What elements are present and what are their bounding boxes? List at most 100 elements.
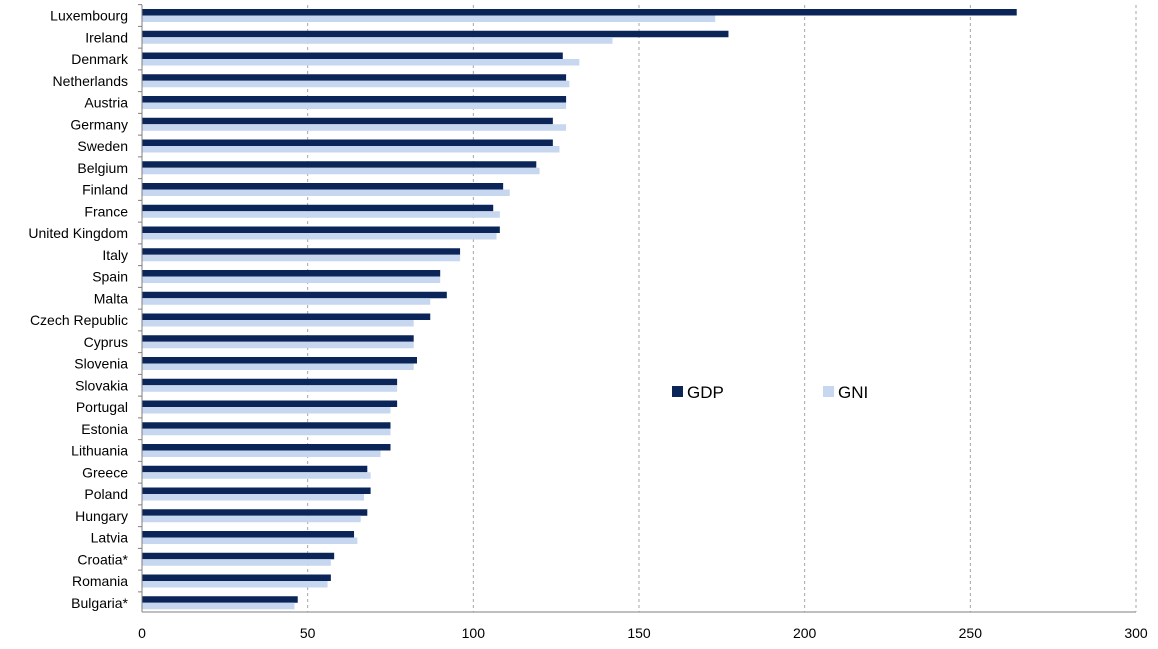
x-tick-labels: 0 50 100 150 200 250 300	[138, 625, 1148, 641]
legend-swatch-gni	[823, 386, 834, 397]
bar-gdp-22	[142, 487, 371, 494]
category-label: Austria	[84, 95, 128, 111]
bar-gdp-10	[142, 226, 500, 233]
category-label: Slovenia	[74, 356, 128, 372]
category-label: Finland	[82, 182, 128, 198]
category-label: Latvia	[91, 530, 129, 546]
bar-gdp-13	[142, 291, 447, 299]
bar-gni-16	[142, 363, 414, 370]
bar-gdp-16	[142, 357, 418, 364]
category-label: Romania	[72, 573, 128, 589]
bar-gdp-21	[142, 465, 368, 473]
category-label: Portugal	[76, 399, 128, 415]
bar-gni-12	[142, 276, 441, 283]
category-label: France	[84, 203, 128, 219]
category-labels: Luxembourg Ireland Denmark Netherlands Austr…	[28, 8, 129, 611]
x-tick-label: 300	[1124, 625, 1148, 641]
category-label: Czech Republic	[30, 312, 128, 328]
bar-gdp-18	[142, 400, 398, 407]
bar-gni-20	[142, 450, 381, 457]
x-tick-label: 200	[793, 625, 817, 641]
category-label: Greece	[82, 464, 128, 480]
bar-gdp-12	[142, 270, 441, 277]
bar-gni-14	[142, 320, 414, 327]
category-label: Malta	[94, 290, 128, 306]
bar-gni-6	[142, 146, 560, 153]
bar-gdp-17	[142, 378, 398, 386]
category-label: United Kingdom	[28, 225, 128, 241]
bar-gdp-0	[142, 9, 1017, 16]
bar-gdp-11	[142, 248, 461, 255]
bar-gdp-3	[142, 74, 567, 81]
bar-gni-19	[142, 428, 391, 436]
legend-label-gni: GNI	[838, 383, 868, 402]
bar-gni-25	[142, 559, 331, 566]
x-tick-label: 0	[138, 625, 146, 641]
bar-gni-15	[142, 341, 414, 349]
bar-gdp-4	[142, 96, 567, 103]
legend: GDP GNI	[672, 383, 868, 402]
bar-gdp-2	[142, 52, 563, 59]
bar-gni-18	[142, 407, 391, 414]
category-label: Hungary	[75, 508, 128, 524]
category-label: Sweden	[77, 138, 128, 154]
bar-gni-22	[142, 494, 364, 501]
category-label: Estonia	[81, 421, 128, 437]
bar-gdp-24	[142, 531, 355, 538]
category-label: Spain	[92, 269, 128, 285]
x-tick-label: 150	[627, 625, 651, 641]
category-label: Denmark	[71, 51, 129, 67]
bar-gni-1	[142, 37, 613, 44]
bar-gni-24	[142, 537, 358, 544]
axes	[138, 4, 1136, 613]
category-label: Italy	[102, 247, 128, 263]
category-label: Luxembourg	[50, 8, 128, 24]
legend-swatch-gdp	[672, 386, 683, 397]
bar-gni-5	[142, 124, 567, 131]
legend-label-gdp: GDP	[687, 383, 724, 402]
x-tick-label: 50	[300, 625, 316, 641]
bar-gni-8	[142, 189, 510, 196]
bar-gni-27	[142, 602, 295, 610]
bar-gni-23	[142, 515, 361, 523]
bar-gdp-8	[142, 183, 504, 190]
bar-gdp-27	[142, 596, 298, 603]
category-label: Slovakia	[75, 377, 128, 393]
category-label: Cyprus	[84, 334, 128, 350]
bar-gdp-7	[142, 161, 537, 168]
x-tick-label: 100	[462, 625, 486, 641]
category-label: Ireland	[85, 29, 128, 45]
bar-gdp-6	[142, 139, 553, 146]
bar-gdp-1	[142, 30, 729, 38]
bar-gni-10	[142, 233, 497, 240]
category-label: Croatia*	[77, 551, 128, 567]
bar-gni-11	[142, 254, 461, 262]
category-label: Netherlands	[53, 73, 129, 89]
bar-gdp-19	[142, 422, 391, 429]
bar-gdp-5	[142, 117, 553, 125]
x-tick-label: 250	[959, 625, 983, 641]
bar-gni-9	[142, 211, 500, 218]
bar-gdp-14	[142, 313, 431, 320]
bar-gdp-26	[142, 574, 331, 581]
bar-gni-21	[142, 472, 371, 479]
bar-gdp-15	[142, 335, 414, 342]
category-label: Germany	[70, 116, 128, 132]
category-label: Lithuania	[71, 443, 128, 459]
bar-gni-0	[142, 15, 716, 22]
bar-gni-4	[142, 102, 567, 109]
category-label: Belgium	[77, 160, 128, 176]
bar-gni-26	[142, 581, 328, 588]
bar-gdp-9	[142, 204, 494, 212]
bar-gni-3	[142, 80, 570, 88]
bars	[142, 9, 1017, 610]
category-label: Bulgaria*	[71, 595, 128, 611]
bar-gni-13	[142, 298, 431, 305]
bar-gdp-23	[142, 509, 368, 516]
category-label: Poland	[84, 486, 128, 502]
bar-gni-17	[142, 385, 398, 392]
bar-gdp-20	[142, 444, 391, 451]
bar-gdp-25	[142, 552, 335, 560]
